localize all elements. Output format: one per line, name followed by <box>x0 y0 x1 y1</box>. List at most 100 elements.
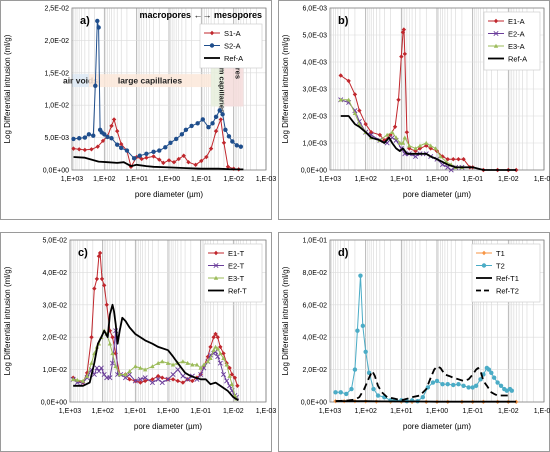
x-tick-label: 1,E+01 <box>390 408 412 415</box>
data-point <box>175 378 181 384</box>
y-tick-label: 5,0E-03 <box>44 135 69 142</box>
data-point <box>470 385 475 390</box>
data-point <box>105 134 110 140</box>
x-tick-label: 1,E-03 <box>256 176 277 183</box>
data-point <box>495 380 500 385</box>
data-point <box>100 138 106 144</box>
x-tick-label: 1,E-02 <box>223 176 244 183</box>
data-point <box>451 382 456 388</box>
x-tick-label: 1,E+03 <box>319 176 341 183</box>
y-tick-label: 3,0E-02 <box>42 302 67 309</box>
data-point <box>400 140 406 145</box>
data-point <box>478 377 483 382</box>
data-point <box>493 43 499 48</box>
data-point <box>456 381 461 387</box>
data-point <box>217 108 222 113</box>
data-point <box>225 164 231 169</box>
data-point <box>413 146 418 151</box>
panel-label: b) <box>338 15 349 27</box>
zone-0 <box>72 74 89 88</box>
x-tick-label: 1,E-02 <box>498 176 519 183</box>
data-point <box>215 335 220 340</box>
data-point <box>109 123 114 129</box>
zone-label: medium capillaries <box>218 46 227 114</box>
data-point <box>86 132 92 137</box>
data-point <box>213 275 219 280</box>
data-point <box>209 43 215 48</box>
y-axis-label: Log Differential intrusion (ml/g) <box>281 266 290 375</box>
data-point <box>157 157 162 162</box>
series-line-ref-t2 <box>335 365 512 403</box>
data-point <box>363 121 368 127</box>
y-tick-label: 6,0E-03 <box>302 6 327 13</box>
data-point <box>160 375 165 380</box>
data-point <box>229 372 235 377</box>
x-tick-label: 1,E+01 <box>124 408 146 415</box>
y-tick-label: 5,0E-02 <box>42 238 67 245</box>
data-point <box>238 144 244 149</box>
legend-entry: Ref-A <box>224 54 243 63</box>
data-point <box>352 92 358 97</box>
data-point <box>218 351 223 356</box>
series-line-ref-a <box>73 156 244 171</box>
x-tick-label: 1,E+02 <box>354 408 376 415</box>
data-point <box>215 346 220 351</box>
data-point <box>204 154 209 160</box>
data-point <box>189 123 194 129</box>
data-point <box>213 344 218 349</box>
data-point <box>205 354 211 359</box>
legend-entry: E1-A <box>508 17 525 26</box>
x-tick-label: 1,E-03 <box>534 408 550 415</box>
data-point <box>402 51 407 57</box>
data-point <box>349 386 354 392</box>
y-tick-label: 1,0E-02 <box>44 103 69 110</box>
legend: E1-T E2-T E3-T Ref-T <box>203 243 263 303</box>
data-point <box>96 254 102 259</box>
data-point <box>142 375 148 381</box>
legend-entry: Ref-T2 <box>496 287 519 296</box>
data-point <box>493 30 499 37</box>
data-point <box>160 359 165 364</box>
series-line-s1-a <box>73 119 239 170</box>
legend-entry: E1-T <box>228 249 245 258</box>
data-point <box>115 142 120 147</box>
data-point <box>213 128 219 134</box>
data-point <box>218 117 223 122</box>
series-group <box>71 18 244 172</box>
data-point <box>170 377 176 382</box>
chart-panel-b: 0,0E+00 1,0E-03 2,0E-03 3,0E-03 4,0E-03 5,0E-… <box>278 0 550 220</box>
data-point <box>451 157 456 162</box>
y-tick-label: 0,0E+00 <box>41 400 67 407</box>
data-point <box>486 367 492 372</box>
data-point <box>473 383 479 388</box>
data-point <box>213 331 218 337</box>
data-point <box>181 153 186 158</box>
data-point <box>117 372 122 377</box>
data-point <box>113 364 118 369</box>
data-point <box>107 341 113 346</box>
data-point <box>95 144 100 149</box>
data-point <box>445 157 450 162</box>
data-point <box>142 378 148 384</box>
x-tick-label: 1,E+00 <box>426 408 448 415</box>
data-point <box>195 121 200 126</box>
data-point <box>180 373 186 379</box>
x-tick-label: 1,E+00 <box>158 176 180 183</box>
y-tick-label: 1,0E-01 <box>302 238 327 245</box>
legend-entry: E2-A <box>508 30 525 39</box>
y-tick-label: 5,0E-03 <box>302 33 327 40</box>
data-point <box>433 146 438 151</box>
data-point <box>227 373 232 378</box>
zone-label: large capillaries <box>118 76 183 86</box>
data-point <box>122 375 129 381</box>
data-point <box>390 130 395 134</box>
data-point <box>357 121 362 126</box>
x-tick-label: 1,E+02 <box>354 176 376 183</box>
data-point <box>127 369 132 373</box>
data-point <box>221 140 227 145</box>
data-point <box>407 143 412 148</box>
data-point <box>417 143 423 148</box>
plot-area <box>69 239 267 403</box>
data-point <box>124 148 130 153</box>
data-point <box>97 250 103 256</box>
